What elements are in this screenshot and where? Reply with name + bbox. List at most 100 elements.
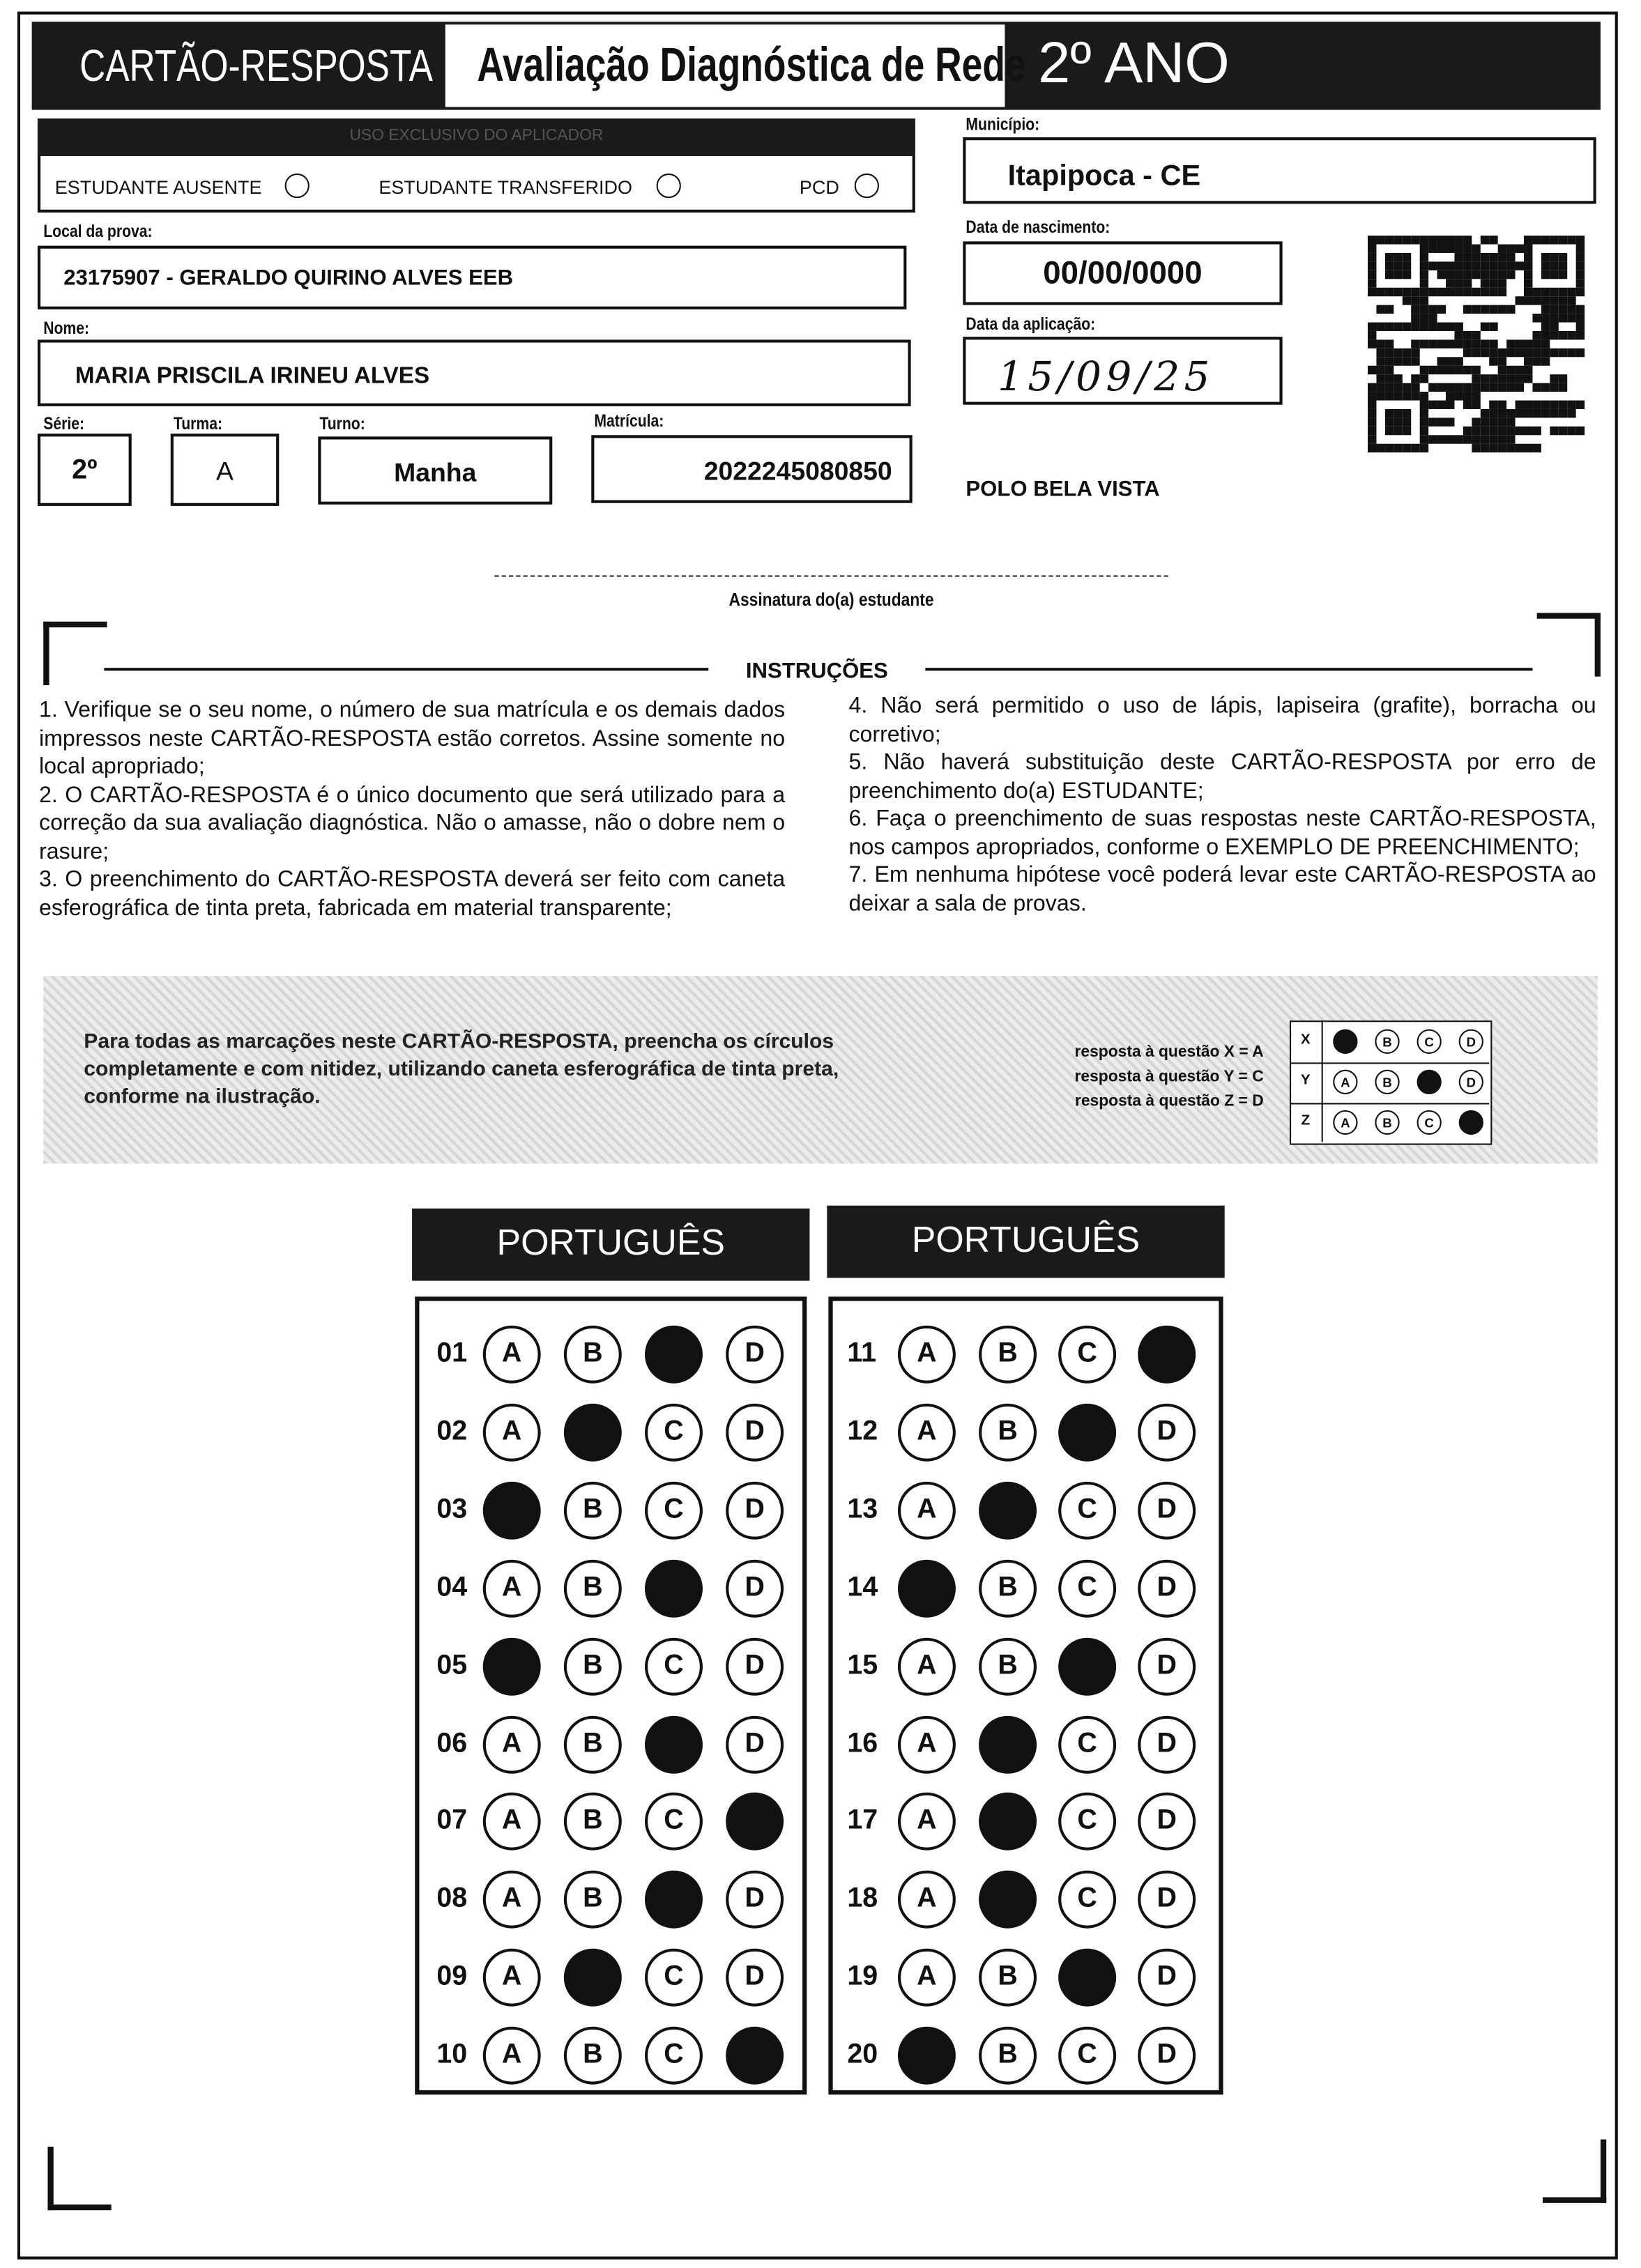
qr-module <box>1446 357 1455 367</box>
qr-module <box>1550 374 1559 383</box>
qr-module <box>1472 400 1481 410</box>
qr-module <box>1368 339 1377 349</box>
corner-mark <box>47 2146 112 2211</box>
qr-module <box>1402 287 1412 297</box>
header-title: Avaliação Diagnóstica de Rede <box>477 37 1026 91</box>
qr-module <box>1402 348 1412 358</box>
example-row-line <box>1290 1103 1490 1105</box>
qr-module <box>1472 252 1481 262</box>
qr-module <box>1523 365 1533 375</box>
qr-module <box>1541 314 1550 323</box>
qr-module <box>1497 435 1507 445</box>
qr-module <box>1428 365 1437 375</box>
qr-module <box>1541 339 1550 349</box>
qr-module <box>1463 365 1472 375</box>
qr-module <box>1480 261 1490 271</box>
qr-module <box>1394 252 1403 262</box>
marked-bubble <box>563 1949 622 2007</box>
qr-module <box>1384 365 1394 375</box>
qr-module <box>1532 357 1542 367</box>
qr-module <box>1446 417 1455 427</box>
qr-module <box>1472 435 1481 445</box>
field-box <box>963 137 1596 204</box>
qr-module <box>1446 287 1455 297</box>
qr-module <box>1419 261 1429 271</box>
section-title: PORTUGUÊS <box>911 1220 1140 1261</box>
answer-bubble: C <box>1058 1715 1117 1773</box>
qr-module <box>1567 236 1577 245</box>
question-number: 06 <box>436 1728 468 1759</box>
field-value: Itapipoca - CE <box>1007 160 1201 192</box>
example-text: Para todas as marcações neste CARTÃO-RES… <box>84 1030 839 1109</box>
qr-module <box>1384 443 1394 453</box>
qr-module <box>1411 383 1421 392</box>
qr-module <box>1428 383 1437 392</box>
answer-bubble: C <box>645 1481 703 1540</box>
qr-module <box>1506 252 1516 262</box>
qr-module <box>1463 348 1472 358</box>
example-bubble: C <box>1417 1110 1442 1135</box>
qr-module <box>1541 408 1550 418</box>
answer-bubble: C <box>1058 1871 1117 1929</box>
answer-bubble: A <box>482 1949 541 2007</box>
qr-module <box>1489 426 1499 436</box>
qr-module <box>1437 357 1447 367</box>
qr-module <box>1384 305 1394 314</box>
option-label: ESTUDANTE AUSENTE <box>54 176 262 199</box>
page-border <box>17 11 1618 2260</box>
field-value: 2º <box>72 455 98 486</box>
example-caption: resposta à questão X = A <box>1074 1043 1264 1062</box>
qr-module <box>1532 296 1542 306</box>
qr-module <box>1532 348 1542 358</box>
qr-module <box>1463 339 1472 349</box>
qr-module <box>1428 400 1437 410</box>
qr-module <box>1497 426 1507 436</box>
example-bubble: A <box>1333 1069 1358 1095</box>
qr-module <box>1454 330 1464 340</box>
question-number: 17 <box>847 1806 878 1837</box>
qr-module <box>1368 322 1377 332</box>
qr-module <box>1411 339 1421 349</box>
qr-module <box>1550 236 1559 245</box>
qr-module <box>1454 287 1464 297</box>
qr-module <box>1558 236 1568 245</box>
qr-module <box>1454 244 1464 254</box>
qr-module <box>1472 287 1481 297</box>
answer-bubble: A <box>897 1325 956 1384</box>
qr-module <box>1558 330 1568 340</box>
qr-module <box>1506 348 1516 358</box>
answer-bubble: C <box>1058 1481 1117 1540</box>
qr-module <box>1480 270 1490 279</box>
qr-module <box>1463 244 1472 254</box>
answer-bubble: A <box>897 1637 956 1695</box>
answer-bubble: B <box>979 1403 1037 1462</box>
qr-module <box>1480 252 1490 262</box>
qr-module <box>1463 383 1472 392</box>
qr-module <box>1480 287 1490 297</box>
qr-module <box>1489 305 1499 314</box>
qr-module <box>1506 374 1516 383</box>
field-value: 00/00/0000 <box>1043 254 1203 291</box>
qr-module <box>1411 392 1421 401</box>
qr-module <box>1523 270 1533 279</box>
qr-module <box>1575 236 1585 245</box>
qr-module <box>1454 339 1464 349</box>
qr-module <box>1437 261 1447 271</box>
marked-bubble <box>1058 1403 1117 1462</box>
qr-module <box>1532 330 1542 340</box>
qr-module <box>1411 287 1421 297</box>
qr-module <box>1541 330 1550 340</box>
qr-module <box>1368 443 1377 453</box>
example-row-line <box>1290 1062 1490 1064</box>
signature-line <box>494 575 1168 577</box>
qr-module <box>1472 426 1481 436</box>
qr-module <box>1497 244 1507 254</box>
qr-module <box>1472 348 1481 358</box>
qr-module <box>1472 330 1481 340</box>
qr-module <box>1497 252 1507 262</box>
marked-bubble <box>979 1793 1037 1851</box>
qr-module <box>1376 374 1386 383</box>
qr-module <box>1402 408 1412 418</box>
qr-module <box>1541 400 1550 410</box>
qr-module <box>1472 305 1481 314</box>
